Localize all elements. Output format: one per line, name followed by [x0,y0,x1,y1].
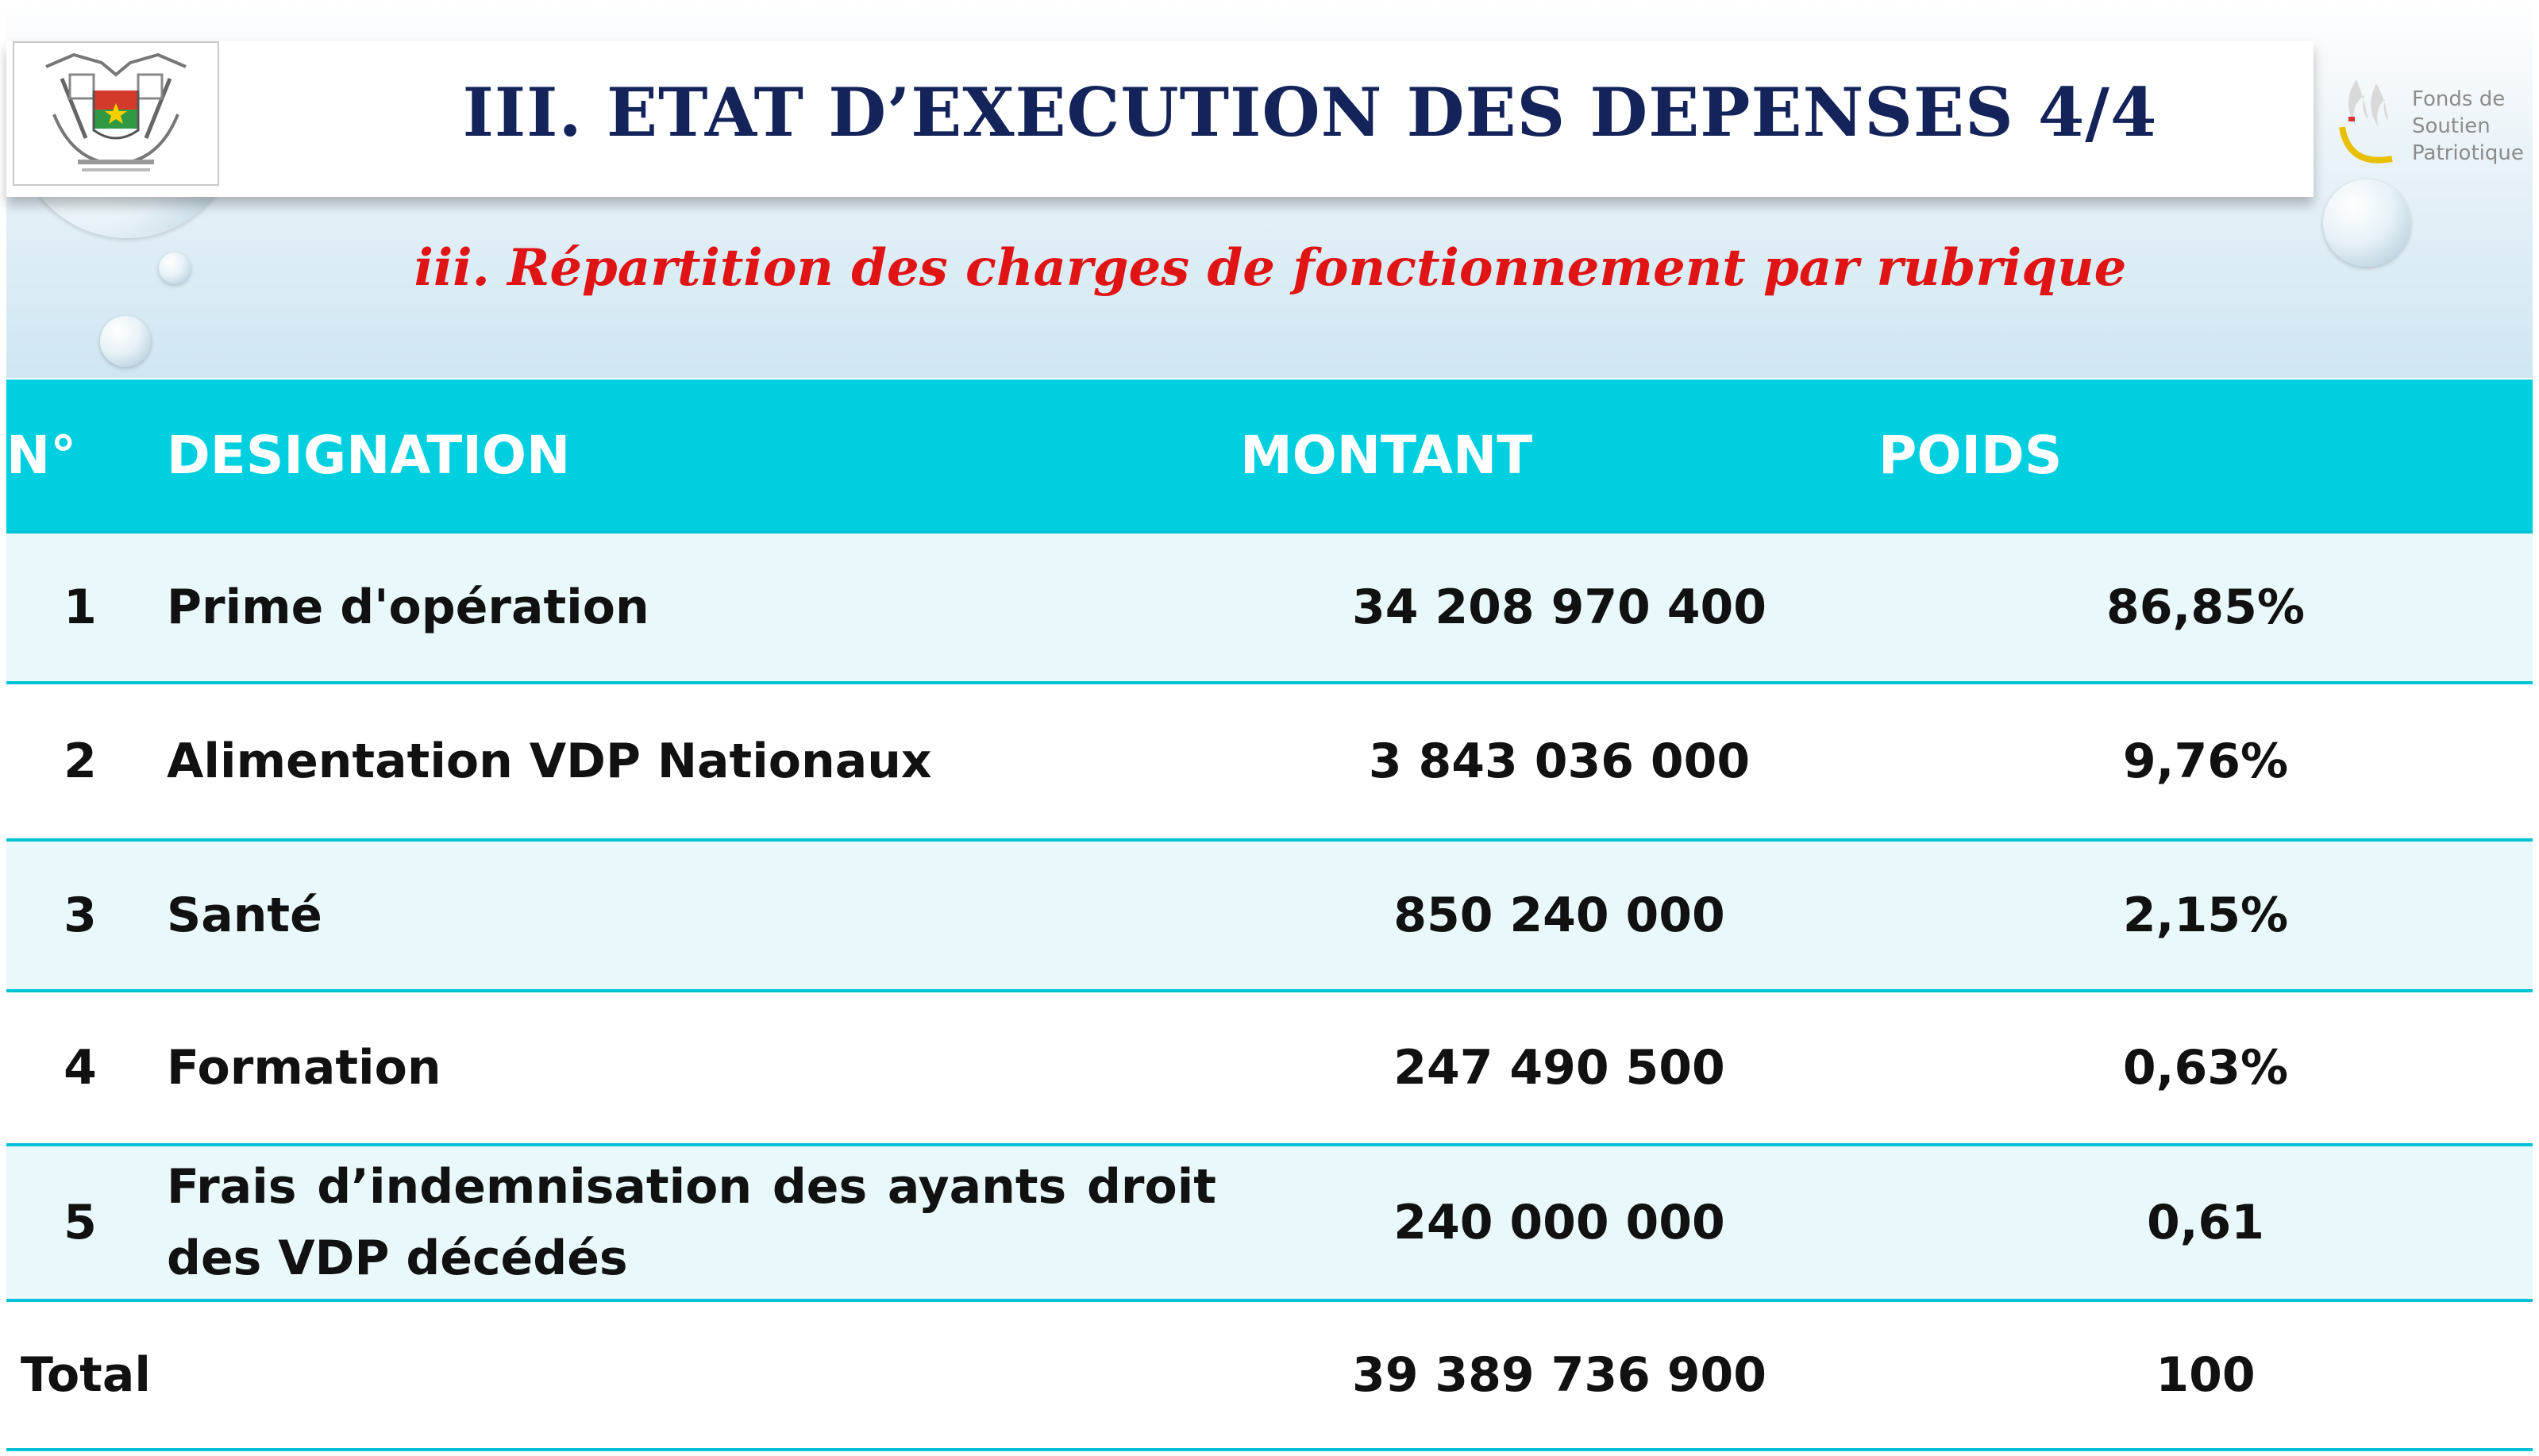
column-header-montant: MONTANT [1240,379,1878,532]
decorative-bubble [2323,179,2410,267]
row-montant: 34 208 970 400 [1240,530,1878,683]
table-row: 5 Frais d’indemnisation des ayants droit… [6,1143,2533,1300]
row-poids: 0,61 [1878,1143,2533,1300]
row-number: 1 [6,530,154,683]
row-poids: 0,63% [1878,989,2533,1145]
table-row: 3 Santé 850 240 000 2,15% [6,838,2533,991]
row-poids: 2,15% [1878,838,2533,991]
row-montant: 3 843 036 000 [1240,681,1878,840]
fonds-soutien-patriotique-logo: Fonds de Soutien Patriotique [2333,64,2531,175]
column-header-designation: DESIGNATION [154,379,1240,532]
logo-line-soutien: Soutien [2412,114,2491,138]
row-poids: 86,85% [1878,530,2533,683]
flame-logo-icon [2339,79,2393,164]
total-montant: 39 389 736 900 [1240,1299,1878,1451]
column-header-no: N° [6,379,154,532]
row-designation: Frais d’indemnisation des ayants droit d… [154,1143,1240,1300]
row-designation: Formation [154,989,1240,1145]
table-total-row: Total 39 389 736 900 100 [6,1299,2533,1451]
decorative-bubble [100,316,151,367]
row-montant: 850 240 000 [1240,838,1878,991]
logo-line-patriotique: Patriotique [2412,141,2524,165]
row-montant: 240 000 000 [1240,1143,1878,1300]
row-number: 2 [6,681,154,840]
page-title: III. ETAT D’EXECUTION DES DEPENSES 4/4 [462,73,2158,152]
row-designation: Alimentation VDP Nationaux [154,681,1240,840]
row-poids: 9,76% [1878,681,2533,840]
row-designation: Santé [154,838,1240,991]
table-row: 4 Formation 247 490 500 0,63% [6,989,2533,1145]
decorative-bubble [159,252,191,284]
table-header-row: N° DESIGNATION MONTANT POIDS [6,379,2533,532]
coat-of-arms-icon [45,52,187,171]
title-bar [6,41,2314,197]
section-subtitle: iii. Répartition des charges de fonction… [414,238,2127,298]
logo-line-fonds: Fonds de [2412,87,2506,111]
total-label: Total [6,1299,1240,1451]
row-designation: Prime d'opération [154,530,1240,683]
table-row: 1 Prime d'opération 34 208 970 400 86,85… [6,530,2533,683]
column-header-poids: POIDS [1878,379,2533,532]
row-montant: 247 490 500 [1240,989,1878,1145]
total-poids: 100 [1878,1299,2533,1451]
row-number: 4 [6,989,154,1145]
logo-text: Fonds de Soutien Patriotique [2412,86,2524,167]
row-number: 3 [6,838,154,991]
coat-of-arms-emblem [13,41,219,186]
expenses-table: N° DESIGNATION MONTANT POIDS 1 Prime d'o… [6,379,2533,1451]
row-number: 5 [6,1143,154,1300]
table-row: 2 Alimentation VDP Nationaux 3 843 036 0… [6,681,2533,840]
